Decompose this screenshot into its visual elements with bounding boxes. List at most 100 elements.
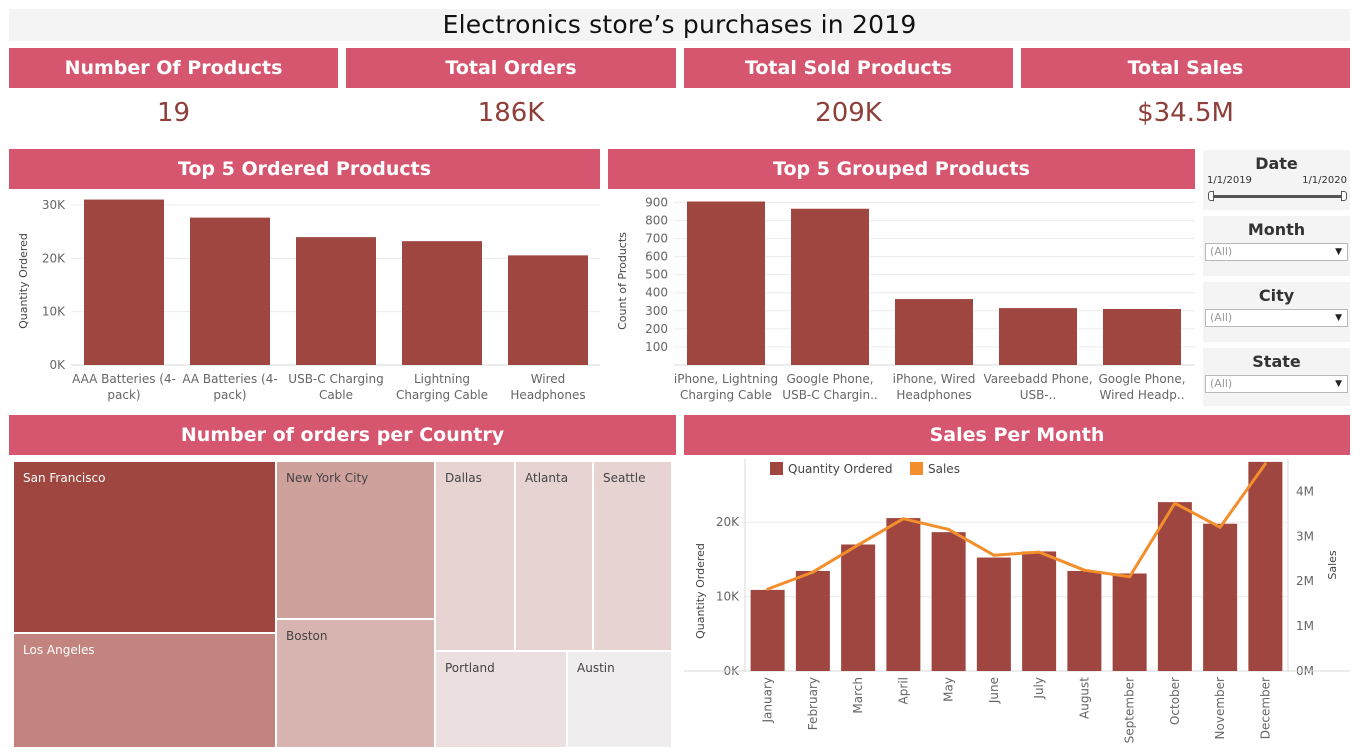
kpi-total-orders: Total Orders 186K [346, 48, 676, 138]
treemap-label: Seattle [603, 471, 646, 485]
sales-point [1218, 525, 1222, 529]
sales-point [1128, 575, 1132, 579]
treemap-cell-seattle[interactable]: Seattle [593, 461, 672, 651]
city-filter: City (All) ▼ [1203, 282, 1350, 342]
legend-swatch-sales [910, 462, 923, 475]
sales-per-month-header: Sales Per Month [684, 415, 1350, 455]
x-tick-label: Headphones [896, 388, 971, 402]
city-dropdown[interactable]: (All) ▼ [1205, 309, 1348, 327]
city-filter-title: City [1258, 286, 1295, 305]
bar [190, 217, 270, 365]
x-tick-label: pack) [107, 388, 140, 402]
treemap-label: Dallas [445, 471, 482, 485]
treemap-cell-austin[interactable]: Austin [567, 651, 672, 748]
treemap-cell-boston[interactable]: Boston [276, 619, 435, 748]
sales-point [1037, 550, 1041, 554]
date-slider-start-handle[interactable] [1208, 191, 1214, 201]
y-right-tick-label: 2M [1296, 574, 1314, 588]
treemap-cell-san-francisco[interactable]: San Francisco [13, 461, 276, 633]
bar [296, 237, 376, 365]
treemap-cell-dallas[interactable]: Dallas [435, 461, 515, 651]
x-tick-label: January [761, 677, 775, 724]
y-tick-label: 700 [645, 232, 668, 246]
month-filter: Month (All) ▼ [1203, 216, 1350, 276]
treemap-label: New York City [286, 471, 369, 485]
treemap-cell-portland[interactable]: Portland [435, 651, 567, 748]
top-ordered-products-header: Top 5 Ordered Products [9, 149, 600, 189]
bar [841, 544, 876, 671]
bar [1248, 461, 1283, 671]
date-filter-title: Date [1255, 154, 1298, 173]
sales-point [1082, 568, 1086, 572]
sales-point [766, 587, 770, 591]
x-tick-label: Wired Headp.. [1099, 388, 1184, 402]
x-tick-label: USB-C Charging [288, 372, 383, 386]
top-grouped-products-header: Top 5 Grouped Products [608, 149, 1195, 189]
x-tick-label: AAA Batteries (4- [72, 372, 176, 386]
x-tick-label: Lightning [414, 372, 470, 386]
dashboard-title: Electronics store’s purchases in 2019 [9, 9, 1350, 41]
y-axis-label: Quantity Ordered [694, 543, 707, 639]
chevron-down-icon: ▼ [1335, 313, 1342, 323]
bar [791, 208, 869, 365]
treemap-cell-los-angeles[interactable]: Los Angeles [13, 633, 276, 748]
legend-label: Sales [928, 462, 960, 476]
bar [976, 557, 1011, 671]
sales-point [992, 553, 996, 557]
bar [402, 241, 482, 365]
treemap-label: San Francisco [23, 471, 106, 485]
y-tick-label: 20K [716, 515, 740, 529]
y-tick-label: 900 [645, 195, 668, 209]
legend-label: Quantity Ordered [788, 462, 893, 476]
sales-point [901, 517, 905, 521]
kpi-label: Total Sales [1021, 48, 1350, 88]
month-filter-title: Month [1247, 220, 1306, 239]
month-dropdown[interactable]: (All) ▼ [1205, 243, 1348, 261]
month-dropdown-value: (All) [1210, 245, 1233, 258]
x-tick-label: pack) [213, 388, 246, 402]
x-tick-label: October [1168, 677, 1182, 725]
bar [886, 518, 921, 671]
y-tick-label: 500 [645, 268, 668, 282]
x-tick-label: July [1032, 677, 1046, 700]
y-tick-label: 10K [716, 590, 740, 604]
top-grouped-products-chart: 100 200 300 400 500 600 700 800 900 iPhone, Light… [616, 195, 1195, 402]
treemap-label: Los Angeles [23, 643, 95, 657]
bar [1203, 523, 1238, 671]
treemap-cell-new-york-city[interactable]: New York City [276, 461, 435, 619]
x-tick-label: June [987, 677, 1001, 704]
bar [1067, 570, 1102, 671]
x-tick-label: December [1258, 677, 1272, 739]
y-tick-label: 400 [645, 286, 668, 300]
y-tick-label: 800 [645, 213, 668, 227]
x-tick-label: November [1213, 677, 1227, 739]
date-end: 1/1/2020 [1302, 175, 1347, 186]
kpi-value: 186K [477, 98, 545, 128]
orders-per-country-header: Number of orders per Country [9, 415, 676, 455]
x-tick-label: USB-.. [1020, 388, 1057, 402]
legend-swatch-quantity [770, 462, 783, 475]
y-tick-label: 20K [42, 251, 66, 265]
kpi-value: 19 [156, 98, 191, 128]
x-tick-label: Cable [319, 388, 353, 402]
y-axis-label: Quantity Ordered [17, 233, 30, 329]
date-slider-track[interactable] [1211, 195, 1344, 198]
x-tick-label: iPhone, Lightning [674, 372, 778, 386]
x-tick-label: Charging Cable [680, 388, 772, 402]
sales-point [811, 570, 815, 574]
state-dropdown-value: (All) [1210, 377, 1233, 390]
bar [1157, 502, 1192, 671]
bar [895, 299, 973, 365]
bar [931, 532, 966, 671]
date-slider-end-handle[interactable] [1341, 191, 1347, 201]
orders-treemap: San Francisco Los Angeles New York City … [13, 461, 672, 748]
x-tick-label: May [942, 677, 956, 702]
state-dropdown[interactable]: (All) ▼ [1205, 375, 1348, 393]
y-tick-label: 300 [645, 304, 668, 318]
y-axis-label: Count of Products [616, 232, 629, 330]
y-tick-label: 100 [645, 340, 668, 354]
y-tick-label: 200 [645, 322, 668, 336]
x-tick-label: Wired [531, 372, 566, 386]
treemap-cell-atlanta[interactable]: Atlanta [515, 461, 593, 651]
treemap-label: Atlanta [525, 471, 569, 485]
